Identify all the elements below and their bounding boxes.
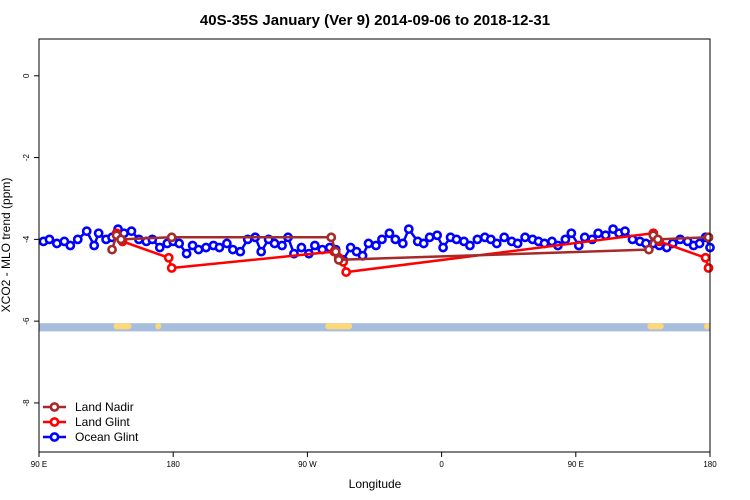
x-tick-label: 90 E [568,460,584,469]
data-point [126,226,137,237]
data-point [227,244,238,255]
data-point [221,238,232,249]
land-patch [113,323,132,330]
y-axis-label: XCO2 - MLO trend (ppm) [0,178,13,313]
x-axis-label: Longitude [349,477,402,491]
data-point [424,232,435,243]
data-point [418,238,429,249]
series-land-nadir [107,230,714,265]
legend-item-land-glint: Land Glint [43,415,130,429]
data-point [201,242,211,253]
land-patch [647,323,664,330]
land-patch [325,323,353,330]
data-point [296,242,307,253]
data-point [154,242,165,253]
land-patch [704,323,710,330]
data-point [333,254,344,265]
data-point [65,240,76,251]
data-point [491,238,502,249]
data-point [107,244,117,255]
x-tick-label: 90 E [31,460,47,469]
land-patch [155,323,162,330]
data-point [166,232,177,243]
legend-label: Land Glint [75,415,130,429]
data-point [163,252,174,263]
data-point [51,238,62,249]
data-point [451,234,462,245]
data-point [390,234,401,245]
plot-frame [38,38,711,453]
data-point [620,226,630,237]
data-point [72,234,83,245]
data-point [438,242,448,253]
data-point [116,234,126,245]
data-point [499,232,510,243]
data-point [566,228,577,239]
data-point [269,238,280,249]
data-point [256,246,267,257]
data-point [181,248,192,259]
data-point [277,240,287,251]
ocean-strip [39,323,710,332]
data-point [465,240,475,251]
data-point [93,228,104,239]
data-point [44,234,55,245]
data-point [694,238,705,249]
y-axis: 0 -2 -4 -6 -8 [22,73,39,406]
data-point [193,244,204,255]
data-point [512,238,523,249]
data-point [309,240,320,251]
x-tick-label: 90 W [298,460,317,469]
y-tick-label: -6 [22,317,31,325]
data-point [403,224,414,235]
data-point [341,267,352,277]
data-point [703,232,714,243]
data-point [214,242,225,253]
x-tick-label: 180 [703,460,717,469]
data-point [397,238,408,249]
data-point [363,238,374,249]
data-point [235,246,246,257]
data-point [432,230,443,241]
land-ocean-strip [39,323,710,332]
data-point [520,232,531,243]
data-point [703,263,714,273]
y-tick-label: 0 [22,73,31,78]
data-point [81,226,92,237]
data-point [89,240,100,251]
data-point [560,234,571,245]
legend-item-ocean-glint: Ocean Glint [43,430,139,444]
series-layer [38,224,715,277]
data-point [377,234,387,245]
data-point [652,234,663,245]
data-point [643,244,654,255]
data-point [579,232,590,243]
data-point [166,263,177,273]
series-line [115,231,710,274]
y-tick-label: -8 [22,399,31,407]
legend-label: Land Nadir [75,400,134,414]
data-point [593,228,604,239]
x-tick-label: 180 [167,460,181,469]
data-point [371,240,381,251]
data-point [330,246,341,257]
legend-label: Ocean Glint [75,430,139,444]
legend-item-land-nadir: Land Nadir [43,400,134,414]
x-tick-label: 0 [439,460,444,469]
y-tick-label: -2 [22,153,31,161]
chart-title: 40S-35S January (Ver 9) 2014-09-06 to 20… [200,12,550,29]
x-axis: 90 E 180 90 W 0 90 E 180 [31,452,717,469]
data-point [472,234,483,245]
data-point [326,232,337,243]
data-point [384,228,395,239]
y-tick-label: -4 [22,235,31,243]
data-point [174,238,185,249]
data-point [700,252,711,263]
